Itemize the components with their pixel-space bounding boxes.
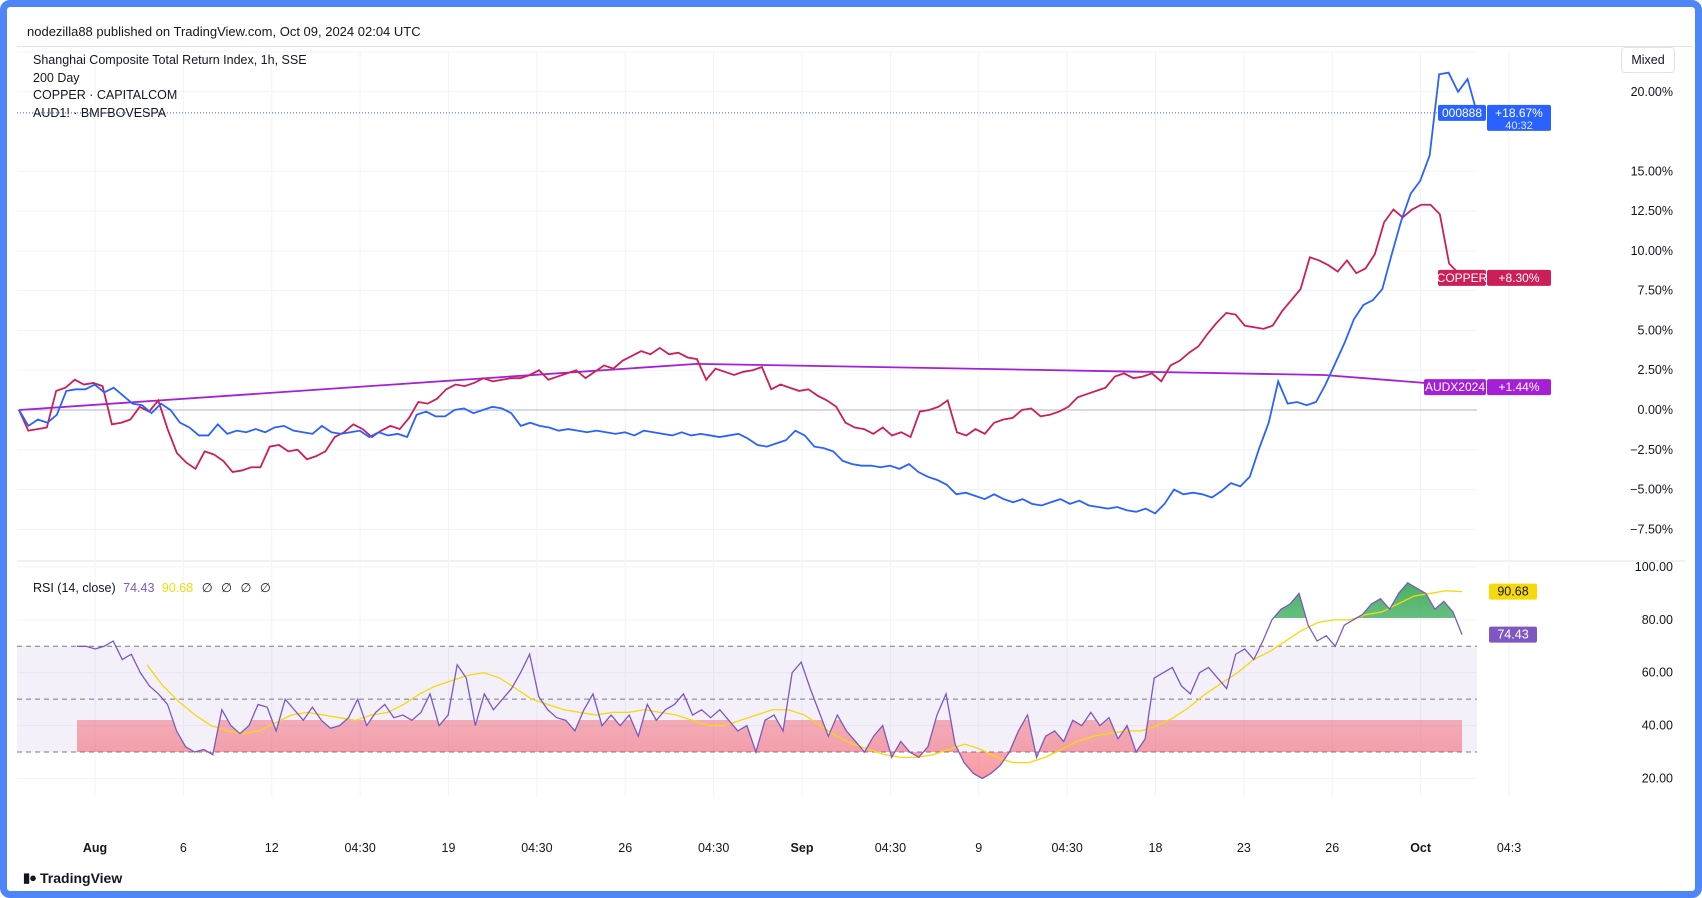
copper-price-badge[interactable]: COPPER +8.30% [1437,269,1551,286]
rsi-ma-badge[interactable]: 90.68 [1489,583,1537,600]
badge-value-box [1487,379,1551,396]
price-y-tick-label: 7.50% [1638,284,1673,298]
badge-value-box [1487,269,1551,286]
series-legend: Shanghai Composite Total Return Index, 1… [33,52,307,122]
audx2024-price-badge[interactable]: AUDX2024 +1.44% [1424,379,1551,396]
x-tick-label: Sep [791,841,814,855]
x-tick-label: Oct [1410,841,1432,855]
legend-main-symbol[interactable]: Shanghai Composite Total Return Index, 1… [33,53,307,67]
publish-info: nodezilla88 published on TradingView.com… [17,17,1693,47]
rsi-value: 74.43 [123,581,155,595]
price-y-tick-label: 5.00% [1638,323,1673,337]
price-y-tick-label: −7.50% [1630,522,1673,536]
scale-mode-button[interactable]: Mixed [1621,47,1675,73]
x-tick-label: 04:3 [1497,841,1521,855]
rsi-empty-icon-1: ∅ [201,581,213,595]
price-y-tick-label: 0.00% [1638,403,1673,417]
x-tick-label: 04:30 [521,841,552,855]
copper-line[interactable] [18,203,1478,474]
x-tick-label: 12 [265,841,279,855]
badge-name-box [1438,269,1486,286]
badge-name: COPPER [1437,271,1488,285]
rsi-pane [17,582,1477,780]
price-y-tick-label: 10.00% [1631,244,1673,258]
rsi-legend: RSI (14, close) 74.43 90.68 ∅ ∅ ∅ ∅ [33,580,271,595]
legend-aud1[interactable]: AUD1! · BMFBOVESPA [33,105,167,120]
tradingview-logo[interactable]: ▮● TradingView [23,870,122,886]
rsi-y-tick-label: 60.00 [1642,666,1673,680]
chart-canvas[interactable]: Aug 6 12 04:30 19 04:30 26 04:30 Sep 04:30 9 04:30 1… [7,7,1695,891]
rsi-badge[interactable]: 74.43 [1489,626,1537,643]
rsi-line[interactable] [77,582,1463,780]
rsi-y-tick-label: 20.00 [1642,771,1673,785]
badge-value: +18.67% [1495,106,1543,120]
badge-value-box [1487,104,1551,131]
x-tick-label: 23 [1237,841,1251,855]
grid-lines [17,51,1685,797]
rsi-empty-icon-2: ∅ [221,581,232,595]
badge-value: +8.30% [1498,271,1539,285]
badge-countdown: 40:32 [1505,120,1533,132]
audx2024-line[interactable] [18,362,1478,411]
rsi-y-tick-label: 40.00 [1642,719,1673,733]
x-tick-label: 19 [442,841,456,855]
price-pane [17,71,1487,515]
badge-name-box [1438,104,1486,121]
badge-value: +1.44% [1498,380,1539,394]
badge-name-box [1424,379,1486,396]
rsi-y-tick-label: 80.00 [1642,613,1673,627]
rsi-overbought-fill [1273,582,1456,618]
rsi-ma-line[interactable] [146,590,1463,764]
x-tick-label: 18 [1149,841,1163,855]
badge-name: 000888 [1442,106,1482,120]
x-tick-label: 26 [618,841,632,855]
rsi-label[interactable]: RSI (14, close) [33,581,116,595]
x-tick-label: 04:30 [698,841,729,855]
rsi-ma-badge-box [1489,583,1537,600]
price-badges: 000888 +18.67%40:32 COPPER +8.30% AUDX2024 +1… [1424,104,1551,643]
x-tick-label: 9 [975,841,982,855]
rsi-ma-badge-text: 90.68 [1497,585,1528,599]
rsi-ma-value: 90.68 [161,581,194,595]
000888-line[interactable] [18,71,1478,515]
x-tick-label: 04:30 [344,841,375,855]
badge-name: AUDX2024 [1425,380,1485,394]
legend-200-day[interactable]: 200 Day [33,70,80,85]
x-tick-label: 04:30 [875,841,906,855]
rsi-badge-box [1489,626,1537,643]
x-tick-label: Aug [83,841,107,855]
price-y-tick-label: 12.50% [1631,204,1673,218]
000888-price-badge[interactable]: 000888 +18.67%40:32 [1438,104,1551,132]
tradingview-logo-icon: ▮● [23,870,37,885]
price-y-tick-label: 2.50% [1638,363,1673,377]
price-y-tick-label: 20.00% [1631,85,1673,99]
rsi-empty-icon-4: ∅ [259,581,271,595]
price-y-tick-label: −2.50% [1630,443,1673,457]
rsi-y-tick-label: 100.00 [1635,560,1673,574]
legend-copper[interactable]: COPPER · CAPITALCOM [33,88,178,102]
price-y-tick-label: 15.00% [1631,164,1673,178]
tradingview-logo-text: TradingView [40,870,123,886]
x-tick-label: 04:30 [1051,841,1082,855]
price-y-tick-label: −5.00% [1630,483,1673,497]
x-tick-label: 6 [180,841,187,855]
rsi-empty-icon-3: ∅ [240,581,252,595]
rsi-badge-text: 74.43 [1497,628,1528,642]
x-tick-label: 26 [1325,841,1339,855]
